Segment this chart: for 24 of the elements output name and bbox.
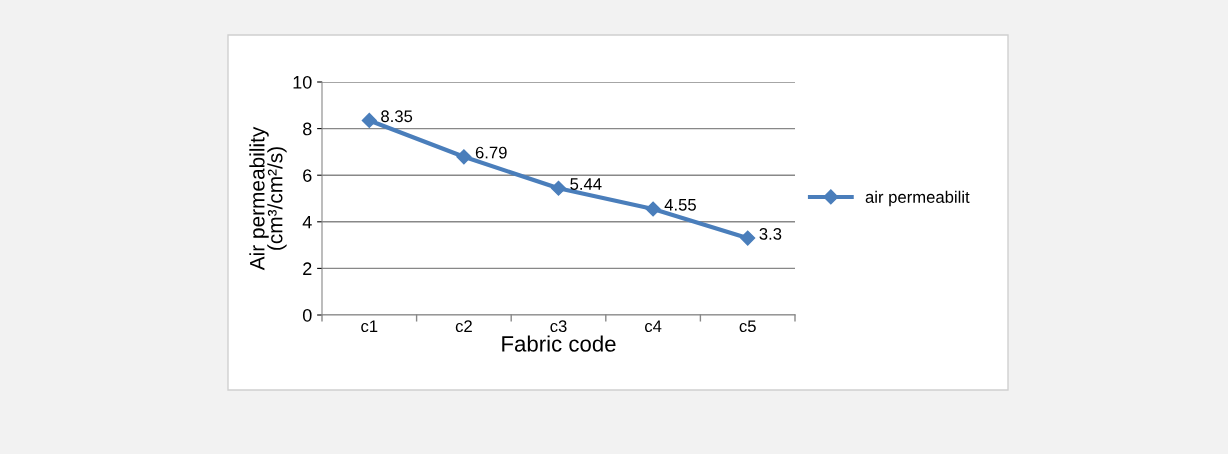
x-tick-label: c4 [645,320,662,333]
x-tick-label: c3 [550,320,567,333]
data-label: 4.55 [664,199,696,211]
y-tick-label: 2 [303,262,312,275]
y-tick-label: 0 [302,308,312,322]
y-tick-label: 10 [293,75,312,89]
x-tick-label: c1 [361,320,378,333]
data-label: 5.44 [570,178,602,190]
x-axis-title: Fabric code [502,335,616,352]
point [550,180,567,196]
legend-label: air permeabilit [865,190,970,207]
y-tick-label: 8 [303,122,312,136]
y-axis-title: Air permeability (cm³/cm²/s) [249,126,287,271]
point [645,201,661,217]
data-label: 3.3 [759,228,782,240]
x-tick-label: c2 [455,320,472,333]
point [456,149,472,165]
x-tick-label: c5 [739,320,756,333]
point [361,112,377,129]
data-label: 6.79 [475,146,507,159]
data-label: 8.35 [381,110,413,123]
point [740,230,756,246]
y-tick-label: 4 [302,215,312,229]
y-tick-label: 6 [303,169,312,182]
